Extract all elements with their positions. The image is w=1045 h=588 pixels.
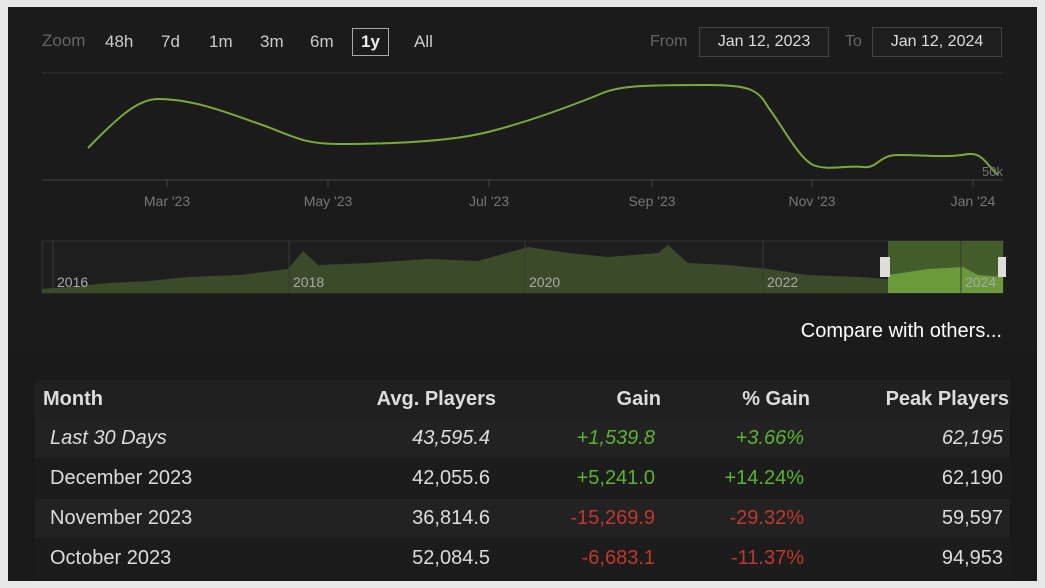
table-cell: +5,241.0 xyxy=(576,467,655,489)
range-to-label: To xyxy=(845,33,862,50)
navigator-label: 2016 xyxy=(57,274,88,290)
table-cell: December 2023 xyxy=(50,467,193,489)
column-header[interactable]: Peak Players xyxy=(885,388,1009,410)
table-cell: -15,269.9 xyxy=(570,507,655,529)
column-header[interactable]: Avg. Players xyxy=(376,388,496,410)
table-cell: 52,084.5 xyxy=(412,547,490,569)
table-cell: 59,597 xyxy=(941,507,1003,529)
table-cell: November 2023 xyxy=(50,507,193,529)
table-header: Month Avg. Players Gain % Gain Peak Players xyxy=(35,380,1010,419)
zoom-button[interactable]: 7d xyxy=(161,32,180,51)
table-cell: +14.24% xyxy=(724,467,804,489)
table-cell: October 2023 xyxy=(50,547,172,569)
x-axis-label: May '23 xyxy=(304,193,353,209)
table-cell: -6,683.1 xyxy=(581,547,655,569)
frame: Mar '23 May '23 Jul '23 Sep '23 Nov '23 Jan '… xyxy=(8,7,1037,581)
navigator-label: 2024 xyxy=(965,274,996,290)
table-row: Last 30 Days 43,595.4 +1,539.8 +3.66% 62,195 xyxy=(35,419,1010,458)
zoom-button[interactable]: 1m xyxy=(209,32,233,51)
chart: Mar '23 May '23 Jul '23 Sep '23 Nov '23 Jan '… xyxy=(41,72,1006,294)
navigator-handle[interactable] xyxy=(880,257,890,277)
zoom-button[interactable]: All xyxy=(414,32,433,51)
zoom-label: Zoom xyxy=(42,31,86,50)
zoom-button[interactable]: 6m xyxy=(310,32,334,51)
x-axis-label: Mar '23 xyxy=(144,193,190,209)
range-from-input[interactable]: Jan 12, 2023 xyxy=(699,27,829,57)
table-cell: -11.37% xyxy=(730,547,804,569)
column-header[interactable]: Month xyxy=(43,388,103,410)
navigator-label: 2020 xyxy=(529,274,560,290)
chart-panel: Mar '23 May '23 Jul '23 Sep '23 Nov '23 Jan '… xyxy=(8,7,1037,349)
zoom-button[interactable]: 3m xyxy=(260,32,284,51)
table-cell: 94,953 xyxy=(941,547,1003,569)
table-row: December 2023 42,055.6 +5,241.0 +14.24% 62,1… xyxy=(35,459,1010,498)
x-axis-label: Sep '23 xyxy=(628,193,675,209)
table-cell: 42,055.6 xyxy=(412,467,490,489)
table-cell: 43,595.4 xyxy=(412,427,490,449)
table-cell: 36,814.6 xyxy=(412,507,490,529)
range-from-label: From xyxy=(650,33,688,50)
table-cell: Last 30 Days xyxy=(50,427,167,449)
table-row: October 2023 52,084.5 -6,683.1 -11.37% 94,95… xyxy=(35,539,1010,578)
column-header[interactable]: Gain xyxy=(616,388,661,410)
navigator-label: 2022 xyxy=(767,274,798,290)
table-cell: -29.32% xyxy=(729,507,805,529)
zoom-button[interactable]: 48h xyxy=(105,32,134,51)
line-series xyxy=(87,83,999,176)
navigator-selection-area xyxy=(888,267,1003,293)
x-axis-label: Jan '24 xyxy=(951,193,996,209)
zoom-button[interactable]: 1y xyxy=(352,28,389,56)
range-to-input[interactable]: Jan 12, 2024 xyxy=(872,27,1002,57)
navigator-handle[interactable] xyxy=(998,257,1006,277)
table-cell: +3.66% xyxy=(735,427,804,449)
navigator-area xyxy=(42,245,888,293)
table-cell: 62,195 xyxy=(941,427,1003,449)
table-cell: 62,190 xyxy=(941,467,1003,489)
y-axis-label: 50k xyxy=(982,164,1003,179)
compare-link[interactable]: Compare with others... xyxy=(800,320,1002,342)
column-header[interactable]: % Gain xyxy=(742,388,810,410)
x-axis-label: Jul '23 xyxy=(469,193,509,209)
table-cell: +1,539.8 xyxy=(576,427,655,449)
navigator-label: 2018 xyxy=(293,274,324,290)
x-axis-label: Nov '23 xyxy=(788,193,835,209)
table-row: November 2023 36,814.6 -15,269.9 -29.32% 59,… xyxy=(35,499,1010,538)
